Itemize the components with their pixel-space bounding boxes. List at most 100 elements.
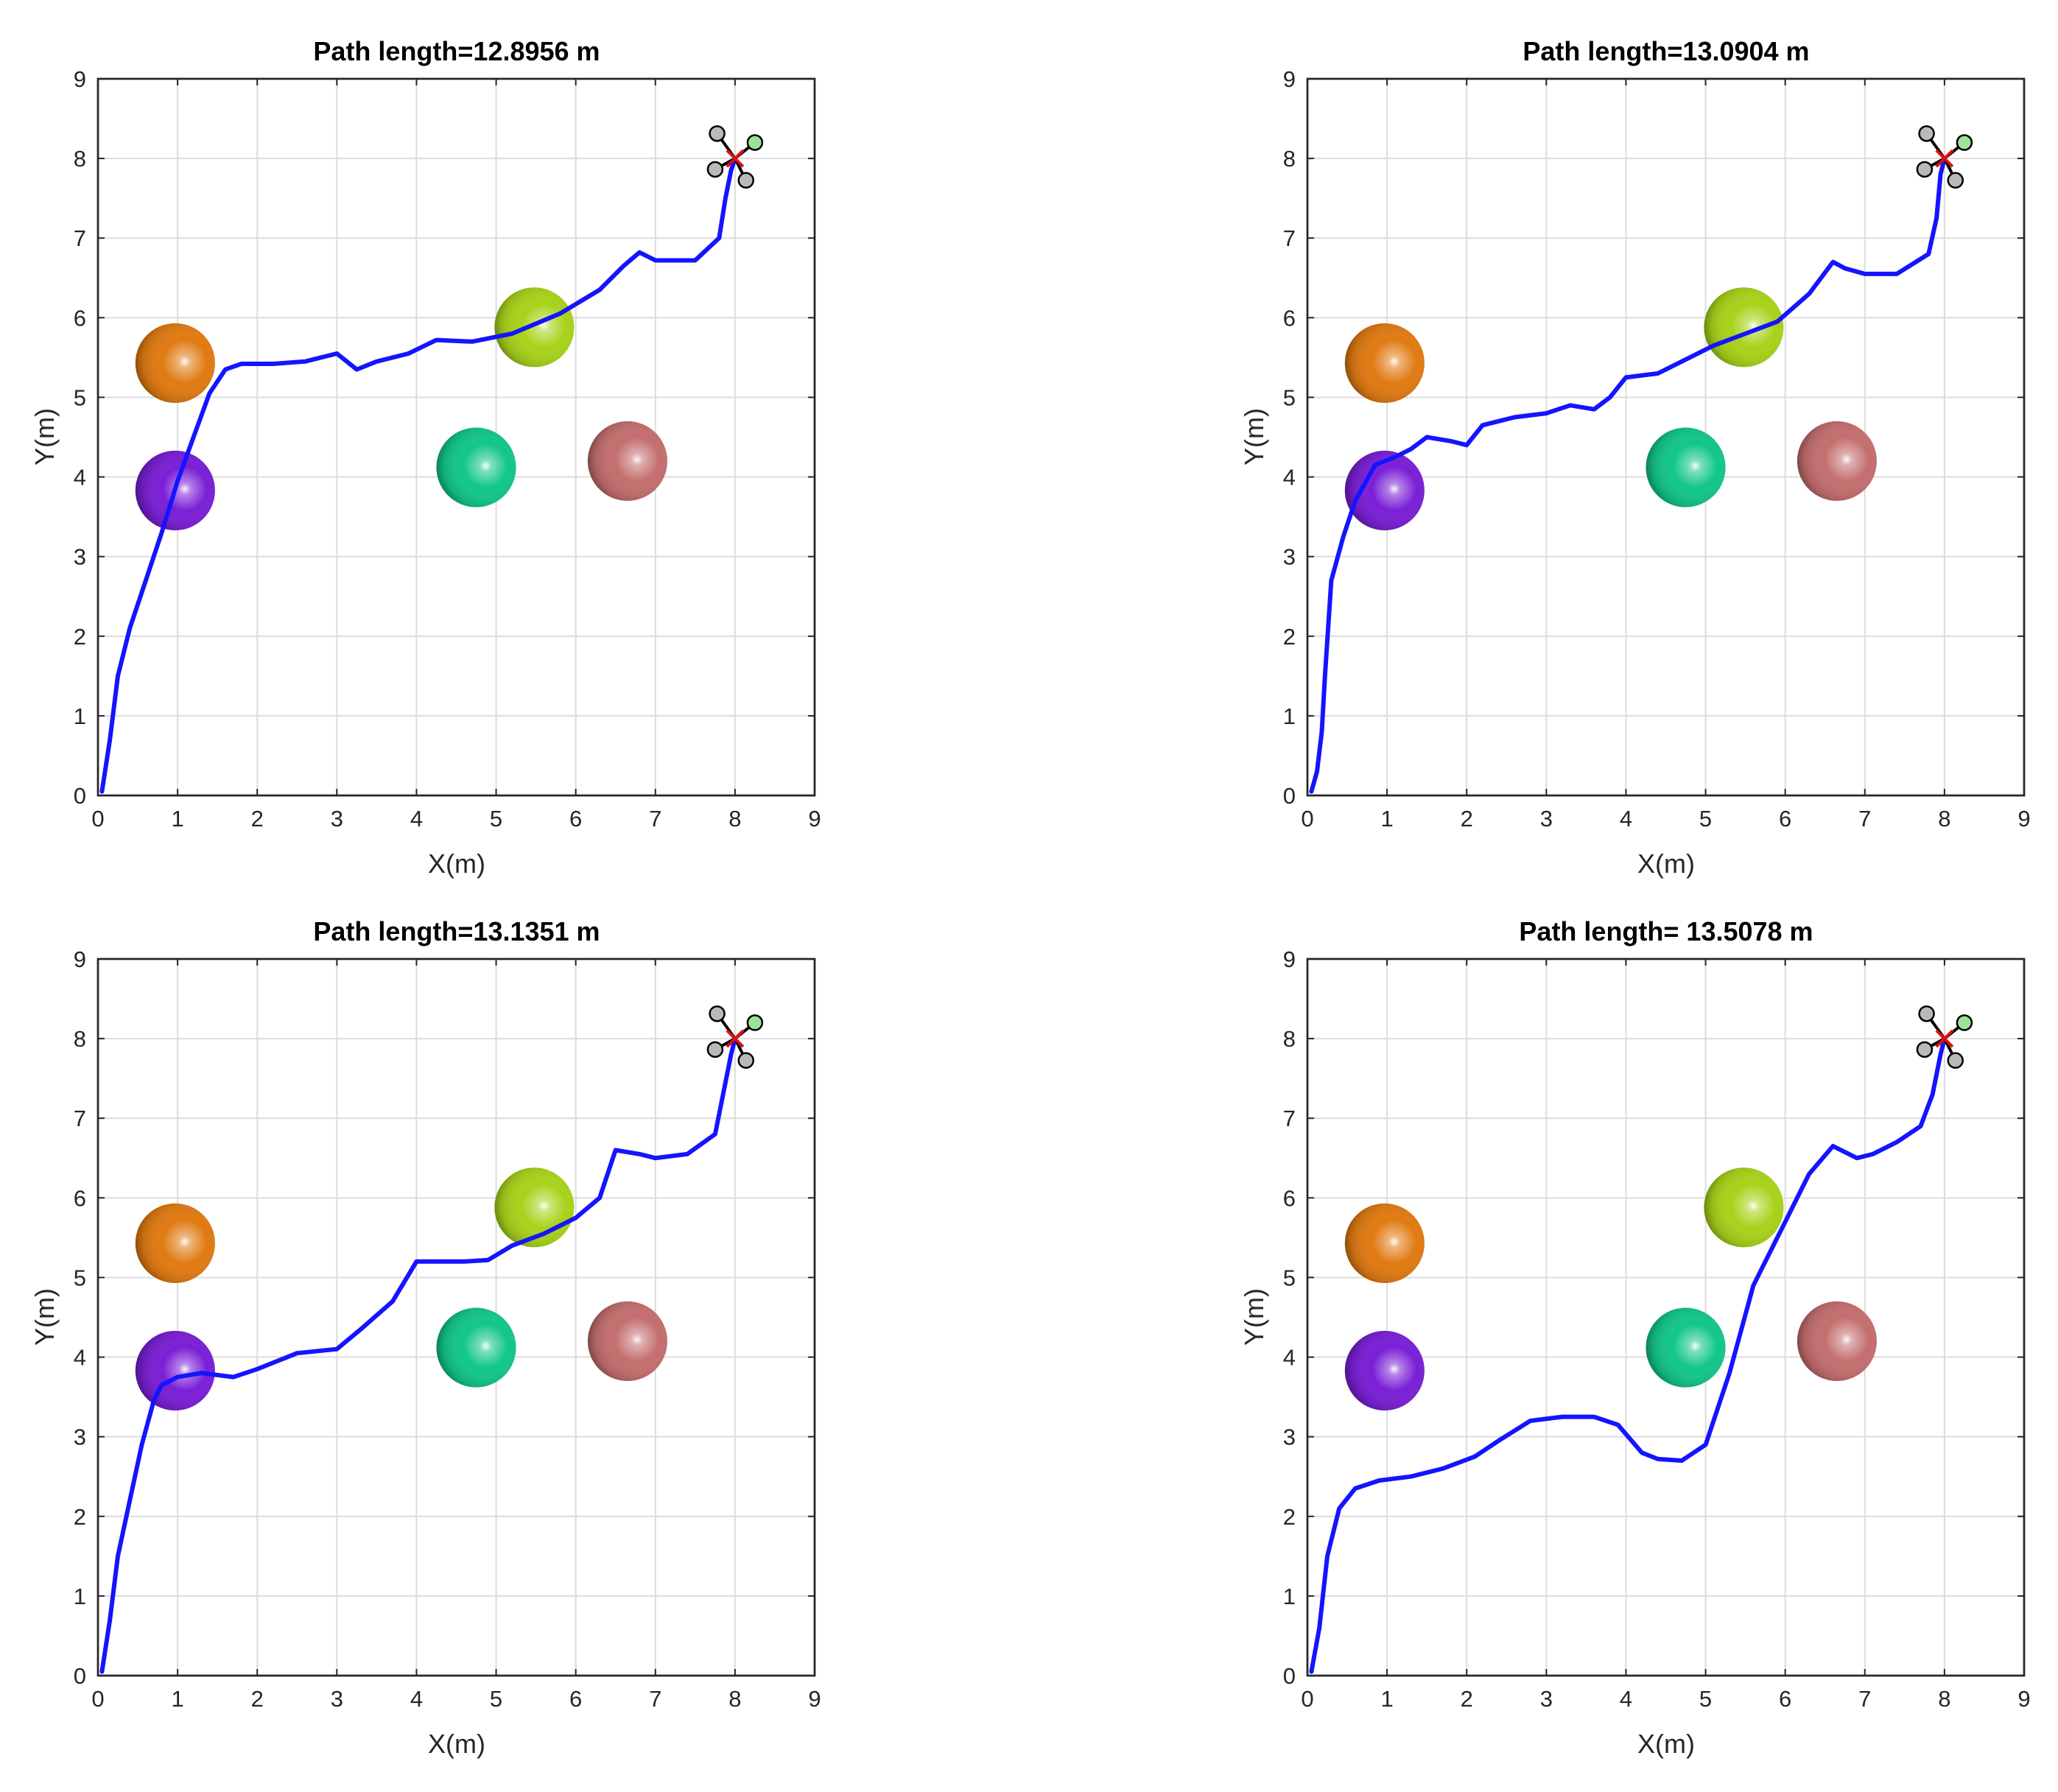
quadrotor-rotor <box>709 1005 726 1022</box>
x-tick-label: 9 <box>808 1686 821 1712</box>
x-tick-label: 4 <box>410 806 423 832</box>
y-tick-label: 3 <box>74 1424 86 1450</box>
y-axis-label: Y(m) <box>1239 408 1269 465</box>
x-tick-label: 3 <box>1540 1686 1553 1712</box>
x-tick-labels: 0 1 2 3 4 5 6 7 8 9 <box>1301 79 2031 832</box>
subplot-2: Path length=13.0904 m 0 1 2 3 4 5 6 7 8 9 0 1 2 3 4 5 6… <box>1239 36 2031 879</box>
x-tick-label: 0 <box>1301 806 1313 832</box>
quadrotor-rotor <box>706 1041 724 1058</box>
x-tick-label: 9 <box>808 806 821 832</box>
x-tick-label: 2 <box>251 806 264 832</box>
goal-cross-mark <box>1935 1029 1954 1048</box>
y-tick-labels: 0 1 2 3 4 5 6 7 8 9 <box>74 946 815 1689</box>
lime-sphere-shading <box>1704 287 1784 368</box>
x-tick-labels: 0 1 2 3 4 5 6 7 8 9 <box>91 79 821 832</box>
x-tick-label: 2 <box>1461 1686 1473 1712</box>
rose-sphere-shading <box>587 421 667 501</box>
y-tick-label: 0 <box>74 783 86 809</box>
x-tick-label: 3 <box>331 1686 343 1712</box>
y-tick-label: 0 <box>1283 1663 1296 1689</box>
subplot-1: Path length=12.8956 m 0 1 2 3 4 5 6 7 8 9 0 1 2 3 4 5 6… <box>29 36 821 879</box>
x-tick-label: 8 <box>1938 1686 1950 1712</box>
quadrotor-rotor <box>1956 1014 1973 1031</box>
x-tick-labels: 0 1 2 3 4 5 6 7 8 9 <box>91 959 821 1712</box>
x-tick-label: 5 <box>1699 1686 1712 1712</box>
x-tick-label: 7 <box>1858 806 1871 832</box>
subplot-title: Path length=13.0904 m <box>1523 36 1809 66</box>
y-tick-label: 1 <box>74 1584 86 1609</box>
quadrotor-rotor <box>737 1052 754 1069</box>
x-tick-label: 3 <box>331 806 343 832</box>
x-tick-label: 7 <box>649 806 661 832</box>
teal-sphere-shading <box>1646 1307 1726 1388</box>
subplot-title: Path length=12.8956 m <box>313 36 600 66</box>
y-tick-label: 6 <box>1283 305 1296 331</box>
lime-sphere-shading <box>1704 1167 1784 1248</box>
quadrotor-goal-icon <box>1916 125 1973 189</box>
y-tick-labels: 0 1 2 3 4 5 6 7 8 9 <box>74 66 815 809</box>
quadrotor-goal-icon <box>706 1005 764 1069</box>
obstacles <box>1344 287 1877 530</box>
quadrotor-rotor <box>746 134 764 151</box>
x-tick-label: 8 <box>728 806 741 832</box>
x-axis-label: X(m) <box>1637 848 1695 879</box>
y-tick-label: 4 <box>1283 465 1296 491</box>
x-tick-label: 1 <box>1380 1686 1393 1712</box>
x-tick-label: 6 <box>1779 1686 1791 1712</box>
y-tick-label: 8 <box>1283 1026 1296 1052</box>
y-tick-label: 4 <box>1283 1345 1296 1371</box>
quadrotor-rotor <box>1947 1052 1964 1069</box>
quadrotor-rotor <box>1956 134 1973 151</box>
y-tick-label: 4 <box>74 1345 86 1371</box>
y-tick-label: 9 <box>1283 946 1296 972</box>
quadrotor-rotor <box>746 1014 764 1031</box>
teal-sphere-shading <box>1646 427 1726 507</box>
x-tick-label: 0 <box>1301 1686 1313 1712</box>
y-tick-label: 9 <box>74 946 86 972</box>
flight-path-line <box>99 156 737 794</box>
y-tick-label: 1 <box>1283 703 1296 729</box>
flight-path-line <box>1309 156 1947 794</box>
quadrotor-rotor <box>1918 1005 1935 1022</box>
rose-sphere-shading <box>1797 421 1877 501</box>
x-tick-label: 2 <box>1461 806 1473 832</box>
x-tick-label: 1 <box>1380 806 1393 832</box>
quadrotor-rotor <box>1947 172 1964 189</box>
quadrotor-rotor <box>737 172 754 189</box>
y-tick-label: 5 <box>1283 1265 1296 1290</box>
goal-cross-mark <box>726 149 745 168</box>
plot-frame <box>1306 958 2026 1677</box>
x-tick-label: 6 <box>1779 806 1791 832</box>
subplot-4: Path length= 13.5078 m 0 1 2 3 4 5 6 7 8 9 0 1 2 3 4 5… <box>1239 916 2031 1759</box>
grid-lines <box>1307 79 2024 795</box>
y-tick-label: 8 <box>74 146 86 172</box>
x-axis-label: X(m) <box>428 848 485 879</box>
subplot-3: Path length=13.1351 m 0 1 2 3 4 5 6 7 8 9 0 1 2 3 4 5 6… <box>29 916 821 1759</box>
y-tick-label: 2 <box>1283 624 1296 650</box>
goal-cross-mark <box>1935 149 1954 168</box>
subplot-title: Path length=13.1351 m <box>313 916 600 946</box>
x-tick-label: 7 <box>1858 1686 1871 1712</box>
orange-sphere-shading <box>1344 1203 1425 1284</box>
rose-sphere-shading <box>1797 1301 1877 1381</box>
grid-lines <box>98 79 815 795</box>
y-tick-label: 5 <box>74 384 86 410</box>
y-tick-label: 1 <box>1283 1584 1296 1609</box>
plot-frame <box>1306 77 2026 797</box>
flight-path-line <box>1309 1036 1947 1674</box>
x-tick-label: 2 <box>251 1686 264 1712</box>
y-tick-label: 7 <box>74 1106 86 1131</box>
obstacles <box>1344 1167 1877 1410</box>
x-tick-label: 1 <box>171 1686 183 1712</box>
x-tick-label: 4 <box>410 1686 423 1712</box>
x-tick-label: 9 <box>2017 806 2030 832</box>
y-tick-labels: 0 1 2 3 4 5 6 7 8 9 <box>1283 946 2024 1689</box>
x-axis-label: X(m) <box>428 1729 485 1759</box>
orange-sphere-shading <box>135 323 215 404</box>
y-tick-label: 5 <box>74 1265 86 1290</box>
y-tick-label: 0 <box>1283 783 1296 809</box>
subplot-title: Path length= 13.5078 m <box>1519 916 1813 946</box>
quadrotor-rotor <box>1918 125 1935 142</box>
x-tick-label: 4 <box>1620 1686 1632 1712</box>
